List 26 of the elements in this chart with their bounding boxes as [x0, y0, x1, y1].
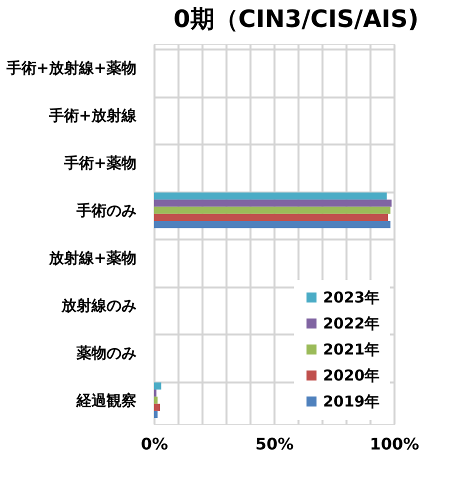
- legend-label: 2020年: [323, 366, 380, 384]
- bar: [154, 410, 158, 418]
- y-tick-label: 放射線+薬物: [48, 248, 136, 267]
- bar: [154, 396, 158, 404]
- y-tick-label: 薬物のみ: [76, 344, 136, 362]
- y-tick-label: 手術のみ: [76, 201, 136, 220]
- y-tick-label: 放射線のみ: [60, 296, 136, 314]
- y-tick-label: 手術+放射線: [48, 106, 138, 124]
- bar: [154, 220, 390, 228]
- y-tick-label: 経過観察: [76, 391, 136, 410]
- x-tick-label: 0%: [140, 434, 168, 454]
- bar: [154, 382, 162, 390]
- y-tick-label: 手術+放射線+薬物: [5, 58, 136, 77]
- bar: [154, 192, 387, 200]
- bar: [154, 200, 392, 207]
- bar: [154, 404, 160, 411]
- legend-label: 2022年: [323, 314, 380, 332]
- x-tick-label: 100%: [370, 434, 420, 454]
- legend-label: 2021年: [323, 340, 380, 358]
- legend-label: 2023年: [323, 288, 380, 306]
- bar: [154, 214, 388, 221]
- bar: [154, 206, 390, 214]
- chart-title: 0期（CIN3/CIS/AIS): [174, 5, 419, 33]
- x-tick-label: 50%: [255, 434, 294, 454]
- y-tick-label: 手術+薬物: [62, 154, 136, 172]
- legend-label: 2019年: [323, 392, 380, 410]
